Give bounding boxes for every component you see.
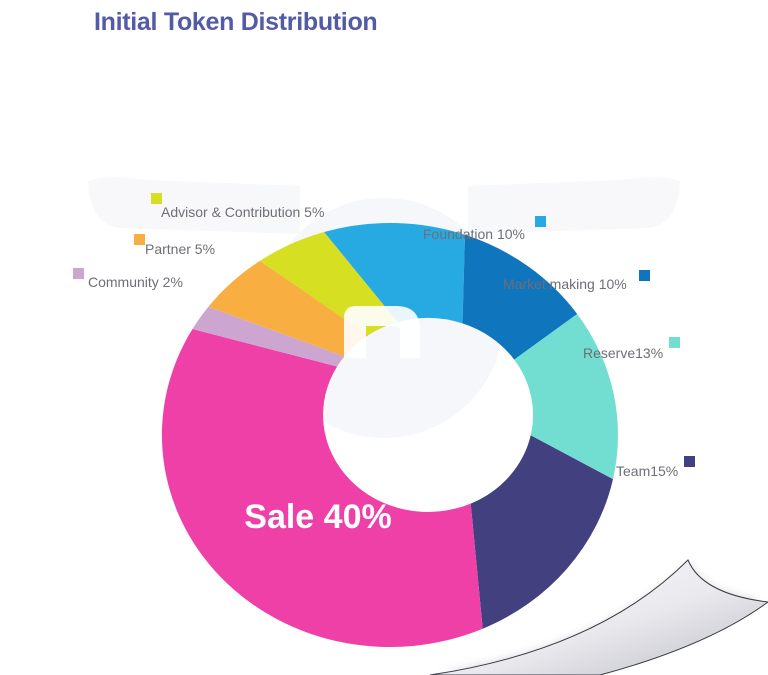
slice-reserve13	[514, 314, 618, 480]
slice-label-partner-5: Partner 5%	[145, 241, 215, 257]
legend-swatch-partner-5	[134, 234, 145, 245]
slice-sale-40	[161, 329, 483, 648]
slice-label-sale-40: Sale 40%	[244, 498, 391, 536]
legend-swatch-reserve13	[669, 337, 680, 348]
slice-community-2	[192, 306, 345, 367]
slice-foundation-10	[324, 222, 465, 324]
watermark-n-icon	[344, 306, 420, 358]
slice-label-community-2: Community 2%	[88, 274, 183, 290]
slice-label-market-making-10: Market making 10%	[503, 276, 627, 292]
chart-title: Initial Token Distribution	[94, 8, 378, 36]
legend-swatch-team15	[684, 456, 695, 467]
slice-market-making-10	[462, 234, 578, 360]
slice-label-team15: Team15%	[616, 463, 678, 479]
legend-swatch-market-making-10	[639, 270, 650, 281]
legend-swatch-advisor-contribution-5	[151, 193, 162, 204]
legend-swatch-foundation-10	[535, 216, 546, 227]
slice-label-reserve13: Reserve13%	[583, 345, 663, 361]
legend-swatch-community-2	[73, 268, 84, 279]
page-curl-decoration	[429, 559, 768, 675]
slice-team15	[470, 435, 613, 629]
slice-label-advisor-contribution-5: Advisor & Contribution 5%	[161, 204, 324, 220]
slice-label-foundation-10: Foundation 10%	[423, 226, 525, 242]
slice-partner-5	[208, 260, 369, 357]
